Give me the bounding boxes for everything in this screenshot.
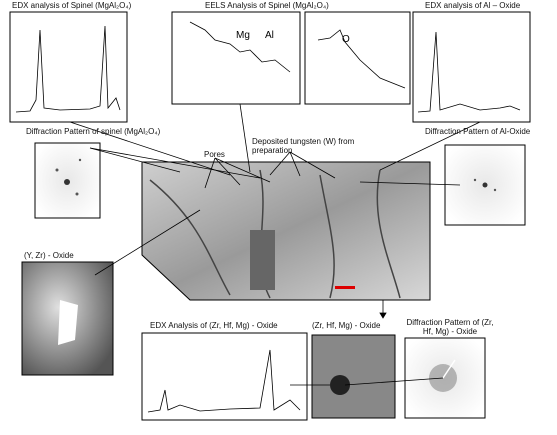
shape — [250, 230, 275, 290]
shape — [76, 193, 79, 196]
label: EELS Analysis of Spinel (MgAl₂O₄) — [205, 1, 329, 10]
edx-spinel-panel — [10, 12, 127, 122]
shape — [494, 189, 496, 191]
shape — [483, 183, 488, 188]
label: EDX analysis of Al – Oxide — [425, 1, 520, 10]
eels-panel — [172, 12, 300, 104]
label: Diffraction Pattern of (Zr, Hf, Mg) - Ox… — [405, 318, 495, 336]
label: Pores — [204, 150, 225, 159]
peak-label: Al — [265, 30, 274, 41]
label: Diffraction Pattern of Al-Oxide — [425, 127, 530, 136]
shape — [380, 313, 386, 318]
eels-panel — [305, 12, 410, 104]
edx-zr-panel — [142, 333, 307, 420]
shape — [474, 179, 476, 181]
label: EDX analysis of Spinel (MgAl₂O₄) — [12, 1, 131, 10]
label: (Y, Zr) - Oxide — [24, 251, 74, 260]
shape — [79, 159, 81, 161]
label: Diffraction Pattern of spinel (MgAl₂O₄) — [26, 127, 160, 136]
shape — [56, 169, 59, 172]
label: EDX Analysis of (Zr, Hf, Mg) - Oxide — [150, 321, 278, 330]
figure-graphics — [0, 0, 557, 435]
label: Deposited tungsten (W) from preparation — [252, 137, 362, 155]
shape — [90, 148, 180, 172]
figure: EDX analysis of Spinel (MgAl₂O₄) EELS An… — [0, 0, 557, 435]
shape — [58, 300, 78, 345]
peak-label: O — [342, 34, 350, 45]
zr-image — [312, 335, 395, 418]
scale-bar — [335, 286, 355, 289]
shape — [64, 179, 70, 185]
label: (Zr, Hf, Mg) - Oxide — [312, 321, 380, 330]
peak-label: Mg — [236, 30, 250, 41]
